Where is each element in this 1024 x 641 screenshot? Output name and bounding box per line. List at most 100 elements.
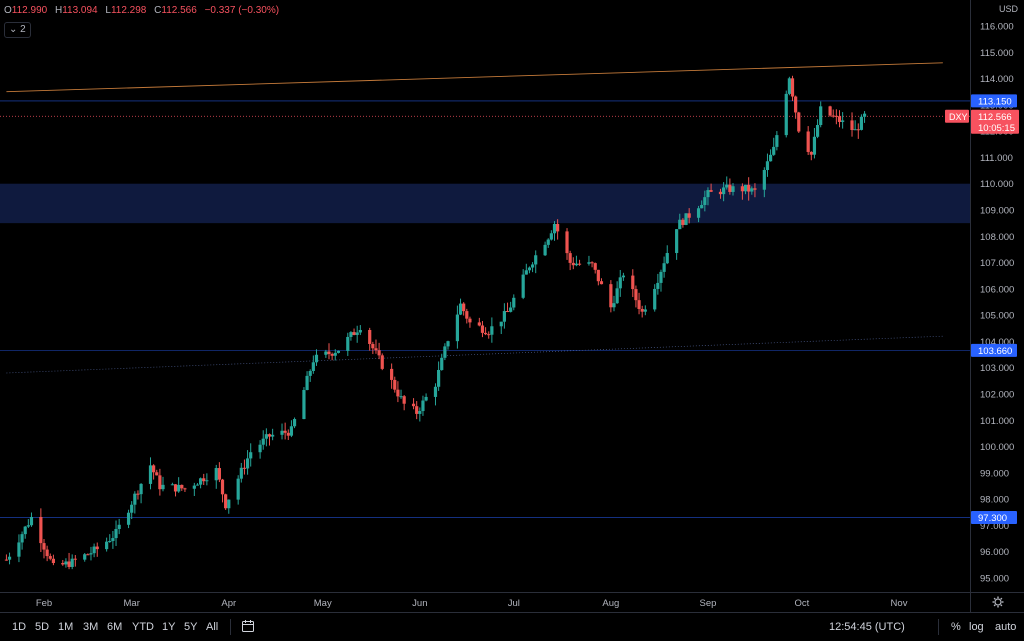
trend-line-1 [6,335,943,374]
candle-body [775,135,779,147]
candle-body [543,244,547,256]
candle-body [161,484,165,490]
candle-body [89,553,93,555]
candle-body [574,263,579,266]
candle-body [170,484,175,486]
candle-body [596,269,600,282]
timeframe-all-button[interactable]: All [206,621,219,633]
candle-body [224,494,228,509]
candle-body [809,151,813,155]
candle-body [308,370,312,376]
candle-body [292,419,297,427]
candle-body [29,516,34,526]
candle-body [509,307,513,312]
candle-body [264,434,268,439]
candle-body [42,543,46,550]
ohlc-close-value: 112.566 [161,5,197,16]
last-price-tag [971,109,1019,134]
candle-body [399,396,403,398]
candle-body [302,389,306,420]
candle-body [787,78,791,94]
timeframe-5y-button[interactable]: 5Y [184,621,198,633]
y-tick-label: 108.000 [980,232,1014,243]
y-tick-label: 102.000 [980,390,1014,401]
price-chart[interactable]: 116.000115.000114.000113.000112.000111.0… [0,0,1024,612]
ohlc-low-value: 112.298 [110,5,147,16]
candle-body [198,478,203,485]
x-tick-label: Nov [891,598,908,609]
horizontal-line-price-tag [971,343,1017,357]
candle-body [862,113,867,117]
candle-body [490,326,494,335]
candle-body [330,354,334,356]
candle-body [158,475,162,490]
candle-body [227,499,231,509]
candle-body [133,493,137,505]
candle-body [249,452,253,459]
timeframe-1m-button[interactable]: 1M [58,621,74,633]
candle-body [725,184,729,188]
candle-body [220,479,225,495]
candle-body [51,558,55,564]
currency-label[interactable]: USD [998,4,1018,14]
candle-body [609,284,613,308]
timeframe-1y-button[interactable]: 1Y [162,621,176,633]
calendar-range-icon[interactable] [241,619,255,633]
x-tick-label: Jun [412,598,427,609]
indicators-collapse-button[interactable]: ⌄ 2 [4,22,31,38]
timeframe-3m-button[interactable]: 3M [83,621,99,633]
candle-body [236,478,240,500]
timeframe-6m-button[interactable]: 6M [107,621,123,633]
candle-body [324,351,328,355]
candle-body [797,112,801,132]
candle-body [48,556,52,559]
candle-body [92,546,96,554]
gear-center [994,598,1002,606]
candle-body [415,406,419,414]
candle-body [195,484,200,486]
timeframe-ytd-button[interactable]: YTD [132,621,154,633]
candle-body [568,253,572,263]
candle-body [706,190,710,198]
candle-body [790,78,795,97]
utc-clock[interactable]: 12:54:45 (UTC) [829,621,905,633]
candle-body [718,191,723,195]
auto-scale-button[interactable]: auto [995,621,1017,633]
toolbar-divider-right [938,619,939,635]
settings-gear-icon[interactable] [992,596,1004,608]
candle-body [346,336,350,351]
candle-body [205,480,209,482]
timeframe-1d-button[interactable]: 1D [12,621,27,633]
candle-body [458,303,463,315]
candle-body [856,129,860,131]
candle-body [95,546,99,550]
candles-group [4,75,867,570]
log-scale-button[interactable]: log [969,621,984,633]
candle-body [527,267,532,271]
timeframe-5d-button[interactable]: 5D [35,621,50,633]
supply-zone-rectangle [0,183,970,224]
candle-body [687,213,691,218]
ohlc-high-key: H [54,5,63,16]
candle-body [411,403,416,407]
candle-body [64,561,68,565]
y-tick-label: 104.000 [980,337,1014,348]
percent-scale-button[interactable]: % [951,621,961,633]
candle-body [850,120,854,130]
candle-body [421,400,425,412]
candle-body [834,115,838,117]
candle-body [806,131,810,152]
candle-body [418,411,422,414]
candle-body [815,124,820,137]
candle-body [587,262,591,264]
candle-body [148,465,153,484]
candle-body [314,354,319,363]
y-tick-label: 115.000 [980,48,1014,59]
y-tick-label: 106.000 [980,284,1014,295]
ohlc-low-key: L [105,5,111,16]
y-tick-label: 95.000 [980,574,1009,585]
candle-body [505,311,510,313]
y-tick-label: 105.000 [980,311,1014,322]
candle-body [480,325,485,333]
candle-body [20,534,24,543]
